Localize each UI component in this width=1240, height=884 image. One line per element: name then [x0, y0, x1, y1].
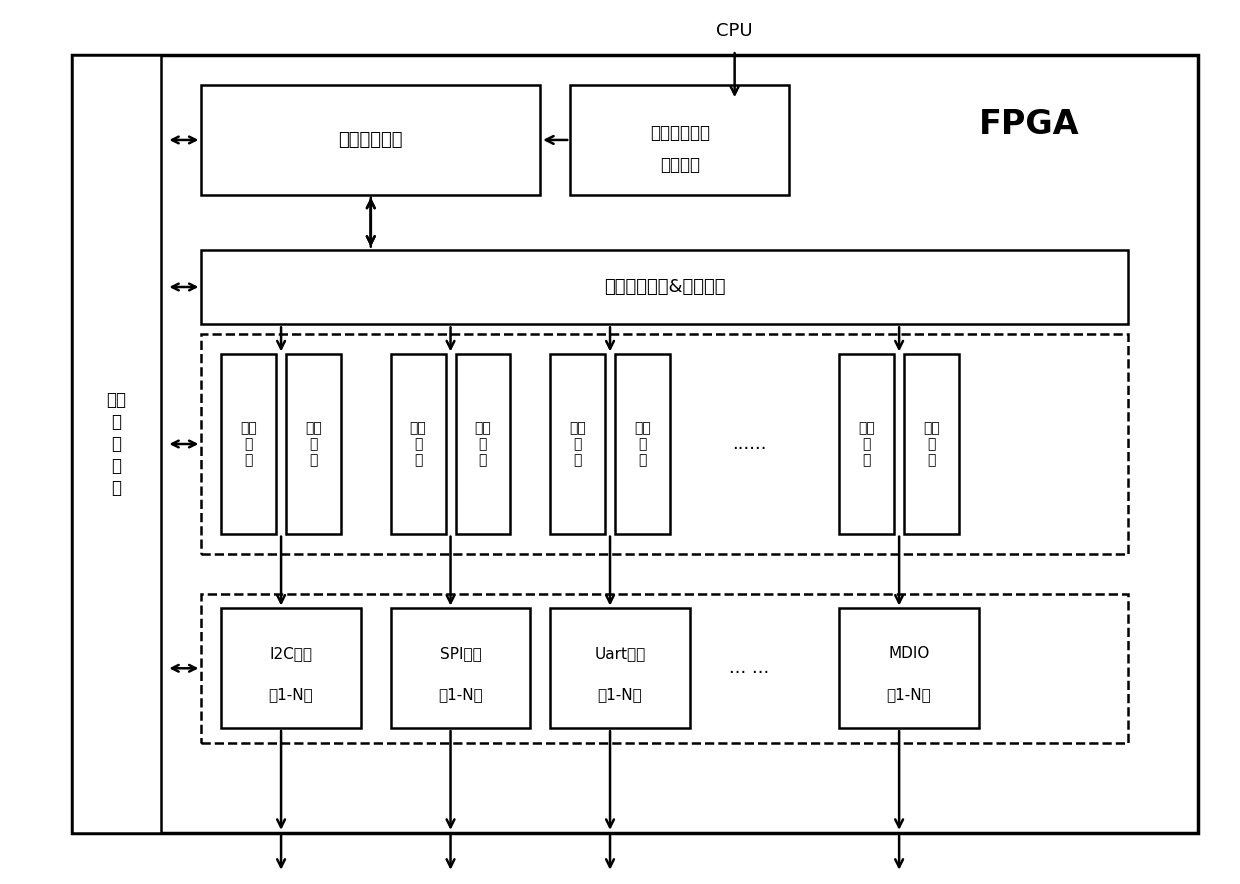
Bar	[615, 354, 670, 534]
Text: Uart接口: Uart接口	[594, 646, 646, 661]
Bar	[455, 354, 511, 534]
Bar	[221, 354, 277, 534]
Text: ......: ......	[733, 435, 766, 453]
Text: 接收
缓
存: 接收 缓 存	[569, 421, 587, 467]
Text: 交换
控
制
逻
辑: 交换 控 制 逻 辑	[107, 391, 126, 498]
Text: （1-N）: （1-N）	[438, 687, 482, 702]
Text: 发送
缓
存: 发送 缓 存	[305, 421, 322, 467]
Text: I2C接口: I2C接口	[269, 646, 312, 661]
Bar	[551, 608, 689, 728]
Bar	[904, 354, 959, 534]
Bar	[551, 354, 605, 534]
Bar	[391, 608, 531, 728]
Text: SPI接口: SPI接口	[440, 646, 481, 661]
Bar	[839, 354, 894, 534]
Bar	[72, 55, 1198, 833]
Bar	[201, 334, 1128, 553]
Bar	[286, 354, 341, 534]
Text: ... ...: ... ...	[729, 659, 770, 677]
Text: 传输控制列表: 传输控制列表	[339, 131, 403, 149]
Text: （1-N）: （1-N）	[887, 687, 931, 702]
Bar	[201, 85, 541, 194]
Bar	[72, 55, 161, 833]
Text: CPU: CPU	[717, 22, 753, 41]
Text: 接收
缓
存: 接收 缓 存	[858, 421, 875, 467]
Text: 发送
缓
存: 发送 缓 存	[923, 421, 940, 467]
Bar	[570, 85, 790, 194]
Bar	[839, 608, 978, 728]
Text: 配置逻辑: 配置逻辑	[660, 156, 699, 174]
Text: 发送
缓
存: 发送 缓 存	[475, 421, 491, 467]
Bar	[201, 593, 1128, 743]
Text: 多协议帧解析&转发逻辑: 多协议帧解析&转发逻辑	[604, 278, 725, 296]
Text: 传输控制列表: 传输控制列表	[650, 124, 709, 142]
Bar	[201, 249, 1128, 324]
Text: 接收
缓
存: 接收 缓 存	[241, 421, 257, 467]
Bar	[391, 354, 445, 534]
Text: 发送
缓
存: 发送 缓 存	[634, 421, 651, 467]
Text: MDIO: MDIO	[888, 646, 930, 661]
Text: 接收
缓
存: 接收 缓 存	[409, 421, 427, 467]
Text: （1-N）: （1-N）	[598, 687, 642, 702]
Text: （1-N）: （1-N）	[269, 687, 314, 702]
Text: FPGA: FPGA	[978, 109, 1079, 141]
Bar	[221, 608, 361, 728]
